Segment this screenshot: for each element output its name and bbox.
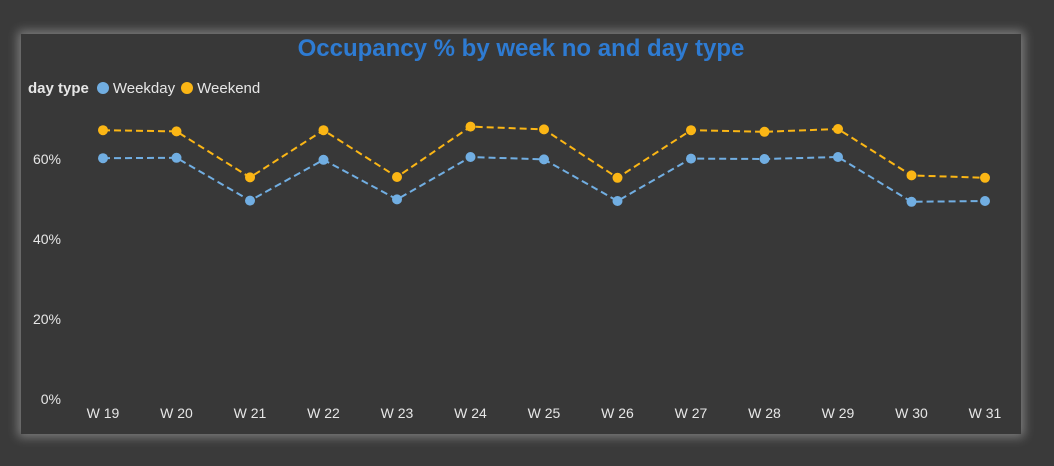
x-tick-label: W 28	[748, 405, 781, 421]
data-point-weekend[interactable]	[318, 125, 329, 136]
legend: day type Weekday Weekend	[28, 79, 266, 97]
data-point-weekend[interactable]	[392, 172, 402, 182]
y-tick-label: 20%	[33, 311, 61, 327]
data-point-weekday[interactable]	[98, 153, 108, 164]
legend-item-weekend[interactable]: Weekend	[181, 80, 260, 97]
data-point-weekend[interactable]	[906, 170, 917, 181]
x-tick-label: W 27	[675, 405, 708, 421]
y-tick-label: 40%	[33, 231, 61, 247]
data-point-weekday[interactable]	[612, 196, 623, 206]
line-chart: 0% 20% 40% 60% W 19 W 20 W 21 W 22 W 23 W 24 W 25 W…	[33, 121, 1002, 421]
data-point-weekday[interactable]	[539, 154, 549, 165]
data-point-weekday[interactable]	[906, 196, 917, 207]
data-point-weekday[interactable]	[171, 152, 182, 163]
y-tick-label: 60%	[33, 151, 61, 167]
data-point-weekend[interactable]	[980, 172, 990, 183]
data-point-weekday[interactable]	[980, 196, 990, 206]
data-point-weekend[interactable]	[465, 121, 476, 132]
data-point-weekday[interactable]	[245, 195, 255, 206]
data-point-weekend[interactable]	[759, 126, 770, 137]
data-point-weekend[interactable]	[612, 172, 623, 183]
x-tick-label: W 20	[160, 405, 193, 421]
legend-label-weekend: Weekend	[197, 79, 261, 97]
x-tick-label: W 26	[601, 405, 634, 421]
x-tick-label: W 19	[87, 405, 120, 421]
legend-item-weekday[interactable]: Weekday	[96, 79, 176, 97]
legend-swatch-weekday	[96, 82, 109, 94]
x-tick-label: W 24	[454, 405, 487, 421]
data-point-weekend[interactable]	[245, 172, 255, 183]
legend-swatch-weekend	[181, 82, 194, 94]
chart-title: Occupancy % by week no and day type	[297, 35, 745, 62]
data-point-weekend[interactable]	[833, 124, 843, 134]
x-tick-label: W 30	[895, 405, 928, 421]
x-tick-label: W 23	[381, 405, 414, 421]
data-point-weekday[interactable]	[465, 152, 476, 162]
legend-label-weekday: Weekday	[112, 79, 176, 97]
x-tick-label: W 22	[307, 405, 340, 421]
x-tick-label: W 31	[969, 405, 1002, 421]
data-point-weekday[interactable]	[833, 152, 843, 162]
data-point-weekend[interactable]	[98, 125, 108, 136]
chart-panel: Occupancy % by week no and day type day …	[21, 34, 1021, 434]
data-point-weekday[interactable]	[686, 153, 696, 164]
data-point-weekday[interactable]	[318, 154, 329, 165]
data-point-weekend[interactable]	[171, 126, 182, 137]
data-point-weekday[interactable]	[759, 154, 770, 164]
data-point-weekday[interactable]	[392, 194, 402, 205]
x-tick-label: W 29	[822, 405, 855, 421]
x-tick-label: W 25	[528, 405, 561, 421]
y-tick-label: 0%	[41, 391, 61, 407]
data-point-weekend[interactable]	[539, 124, 549, 135]
x-tick-label: W 21	[234, 405, 267, 421]
legend-title: day type	[28, 79, 89, 97]
data-point-weekend[interactable]	[686, 125, 696, 136]
